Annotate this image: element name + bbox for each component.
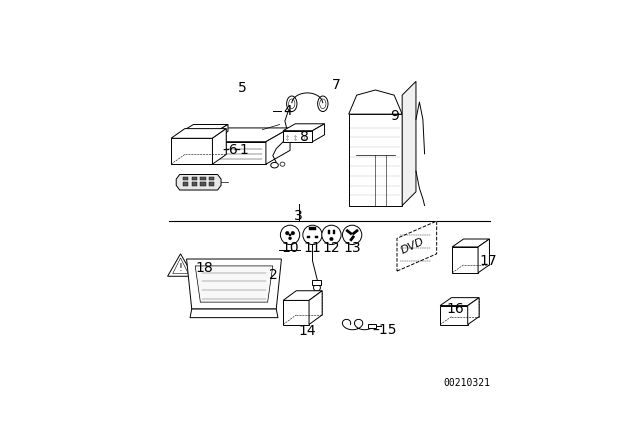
Text: –1: –1: [233, 143, 249, 157]
Polygon shape: [183, 128, 290, 142]
Text: 13: 13: [343, 241, 361, 255]
Text: 8: 8: [300, 129, 309, 143]
Polygon shape: [168, 254, 193, 276]
Polygon shape: [452, 239, 490, 247]
Polygon shape: [478, 239, 490, 273]
Text: !: !: [179, 263, 182, 273]
Circle shape: [289, 237, 291, 240]
Polygon shape: [309, 291, 322, 324]
Circle shape: [285, 232, 289, 235]
Text: 9: 9: [390, 109, 399, 123]
Text: 18: 18: [195, 261, 213, 275]
Polygon shape: [212, 129, 226, 164]
Polygon shape: [192, 177, 197, 181]
Polygon shape: [195, 266, 273, 302]
Polygon shape: [176, 135, 211, 142]
Polygon shape: [367, 323, 376, 328]
Polygon shape: [289, 234, 291, 236]
Polygon shape: [183, 142, 266, 164]
Circle shape: [267, 282, 272, 286]
Text: 2: 2: [269, 267, 278, 281]
Circle shape: [322, 225, 341, 245]
Polygon shape: [452, 247, 478, 273]
Polygon shape: [314, 236, 318, 238]
Circle shape: [232, 282, 236, 286]
Polygon shape: [176, 125, 228, 135]
Polygon shape: [190, 309, 278, 318]
Text: 17: 17: [480, 254, 497, 268]
Polygon shape: [192, 182, 197, 186]
Text: –15: –15: [373, 323, 397, 337]
Circle shape: [291, 232, 294, 235]
Text: 16: 16: [447, 302, 465, 316]
Polygon shape: [187, 259, 282, 309]
Polygon shape: [349, 114, 402, 206]
Text: 14: 14: [299, 324, 316, 338]
Polygon shape: [283, 291, 322, 301]
Polygon shape: [309, 227, 316, 230]
Polygon shape: [349, 90, 402, 114]
Polygon shape: [266, 128, 290, 164]
Polygon shape: [211, 125, 228, 142]
Text: 12: 12: [323, 241, 340, 255]
Polygon shape: [209, 177, 214, 181]
Polygon shape: [440, 297, 479, 306]
Polygon shape: [283, 131, 312, 142]
Text: 5: 5: [238, 81, 247, 95]
Text: 7: 7: [332, 78, 340, 92]
Polygon shape: [312, 124, 324, 142]
Polygon shape: [333, 230, 335, 234]
Ellipse shape: [287, 96, 297, 112]
Polygon shape: [402, 82, 416, 206]
Circle shape: [280, 225, 300, 245]
Polygon shape: [200, 182, 205, 186]
Circle shape: [303, 225, 322, 245]
Text: –6: –6: [223, 143, 239, 157]
Text: DVD: DVD: [399, 237, 426, 256]
Polygon shape: [328, 230, 330, 234]
Polygon shape: [312, 280, 321, 285]
Text: 3: 3: [294, 209, 303, 223]
Polygon shape: [183, 182, 188, 186]
Polygon shape: [209, 182, 214, 186]
Polygon shape: [200, 177, 205, 181]
Text: 4: 4: [283, 103, 292, 118]
Text: 11: 11: [303, 241, 321, 255]
Ellipse shape: [317, 96, 328, 112]
Circle shape: [342, 225, 362, 245]
Polygon shape: [307, 236, 310, 238]
Polygon shape: [397, 221, 436, 271]
Circle shape: [196, 282, 201, 286]
Text: 00210321: 00210321: [443, 379, 490, 388]
Polygon shape: [283, 124, 324, 131]
Polygon shape: [183, 177, 188, 181]
Polygon shape: [176, 174, 221, 190]
Polygon shape: [171, 129, 226, 138]
Polygon shape: [283, 301, 309, 324]
Polygon shape: [171, 138, 212, 164]
Text: 10: 10: [281, 241, 299, 255]
Polygon shape: [468, 297, 479, 324]
Polygon shape: [440, 306, 468, 324]
Circle shape: [330, 237, 333, 241]
